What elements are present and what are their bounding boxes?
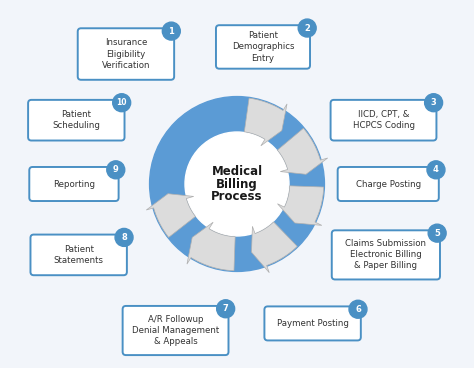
Text: IICD, CPT, &
HCPCS Coding: IICD, CPT, & HCPCS Coding xyxy=(353,110,414,130)
Text: Insurance
Eligibility
Verification: Insurance Eligibility Verification xyxy=(102,38,150,70)
Text: Charge Posting: Charge Posting xyxy=(356,180,421,188)
FancyBboxPatch shape xyxy=(264,307,361,340)
Polygon shape xyxy=(252,222,297,273)
Circle shape xyxy=(150,96,324,272)
Circle shape xyxy=(185,132,289,236)
Polygon shape xyxy=(244,98,287,146)
Text: 9: 9 xyxy=(113,165,118,174)
Text: 1: 1 xyxy=(168,26,174,36)
Circle shape xyxy=(427,161,445,179)
FancyBboxPatch shape xyxy=(123,306,228,355)
Text: Patient
Statements: Patient Statements xyxy=(54,245,104,265)
Polygon shape xyxy=(277,128,328,174)
Circle shape xyxy=(428,224,446,242)
FancyBboxPatch shape xyxy=(216,25,310,69)
FancyBboxPatch shape xyxy=(78,28,174,80)
Text: Payment Posting: Payment Posting xyxy=(277,319,348,328)
Text: Reporting: Reporting xyxy=(53,180,95,188)
Text: 6: 6 xyxy=(355,305,361,314)
Circle shape xyxy=(115,229,133,247)
Text: Patient
Scheduling: Patient Scheduling xyxy=(52,110,100,130)
Circle shape xyxy=(217,300,235,318)
Circle shape xyxy=(107,161,125,179)
Text: 3: 3 xyxy=(431,98,437,107)
Text: 7: 7 xyxy=(223,304,228,313)
FancyBboxPatch shape xyxy=(30,234,127,275)
Text: 2: 2 xyxy=(304,24,310,32)
Circle shape xyxy=(162,22,180,40)
FancyBboxPatch shape xyxy=(332,230,440,279)
Circle shape xyxy=(298,19,316,37)
Polygon shape xyxy=(277,186,324,225)
Text: Claims Submission
Electronic Billing
& Paper Billing: Claims Submission Electronic Billing & P… xyxy=(346,239,427,270)
Circle shape xyxy=(425,94,443,112)
Text: Patient
Demographics
Entry: Patient Demographics Entry xyxy=(232,31,294,63)
Text: A/R Followup
Denial Management
& Appeals: A/R Followup Denial Management & Appeals xyxy=(132,315,219,346)
Text: Process: Process xyxy=(211,190,263,203)
Text: 8: 8 xyxy=(121,233,127,242)
FancyBboxPatch shape xyxy=(28,100,125,141)
Text: 4: 4 xyxy=(433,165,439,174)
FancyBboxPatch shape xyxy=(337,167,439,201)
Text: 10: 10 xyxy=(117,98,127,107)
Polygon shape xyxy=(187,222,235,271)
FancyBboxPatch shape xyxy=(29,167,118,201)
Text: Billing: Billing xyxy=(216,177,258,191)
Text: 5: 5 xyxy=(434,229,440,238)
Polygon shape xyxy=(146,194,195,237)
Text: Medical: Medical xyxy=(211,165,263,178)
Circle shape xyxy=(349,300,367,318)
Circle shape xyxy=(113,94,131,112)
FancyBboxPatch shape xyxy=(330,100,437,141)
